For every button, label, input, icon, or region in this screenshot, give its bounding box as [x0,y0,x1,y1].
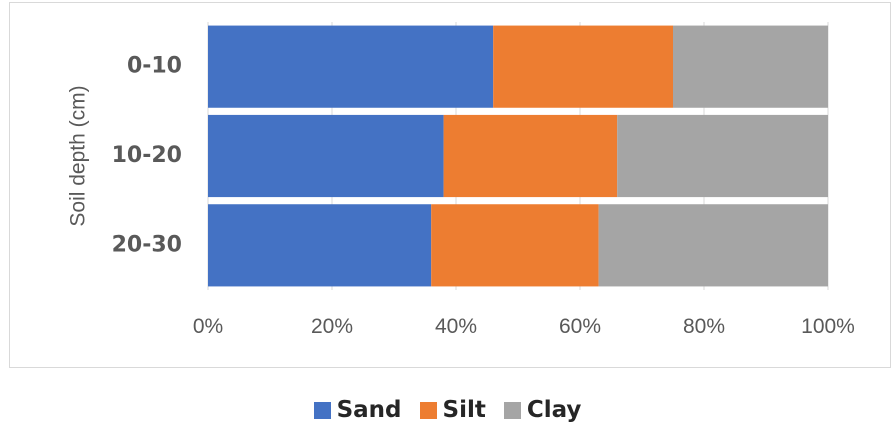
legend-swatch [419,401,437,419]
x-tick-label: 20% [311,315,353,338]
category-label: 10-20 [112,143,182,168]
legend-label: Silt [442,397,486,423]
x-tick-label: 40% [435,315,477,338]
x-tick-label: 80% [683,315,725,338]
legend-item-sand: Sand [313,397,402,423]
category-labels: 0-10 10-20 20-30 [112,54,182,258]
legend-swatch [503,401,521,419]
bars [208,25,828,287]
bar-clay-0-10 [673,25,828,108]
x-tick-label: 60% [559,315,601,338]
legend-item-silt: Silt [419,397,486,423]
bar-silt-20-30 [431,204,599,287]
bar-clay-20-30 [598,204,828,287]
bar-sand-20-30 [208,204,432,287]
x-tick-label: 0% [193,315,223,338]
category-label: 0-10 [127,54,182,79]
y-axis-title: Soil depth (cm) [67,85,90,226]
bar-sand-0-10 [208,25,494,108]
bar-silt-10-20 [443,114,618,198]
bar-clay-10-20 [617,114,828,198]
legend-swatch [313,401,331,419]
x-tick-label: 100% [801,315,855,338]
legend-label: Clay [526,397,582,423]
x-axis-ticks: 0% 20% 40% 60% 80% 100% [193,315,855,338]
category-label: 20-30 [112,232,182,257]
legend: Sand Silt Clay [0,392,895,428]
legend-item-clay: Clay [503,397,582,423]
legend-label: Sand [336,397,402,423]
stacked-bar-chart: 0% 20% 40% 60% 80% 100% 0-10 10-20 20-30 Soil d… [67,22,855,338]
bar-silt-0-10 [493,25,673,108]
bar-sand-10-20 [208,114,444,198]
